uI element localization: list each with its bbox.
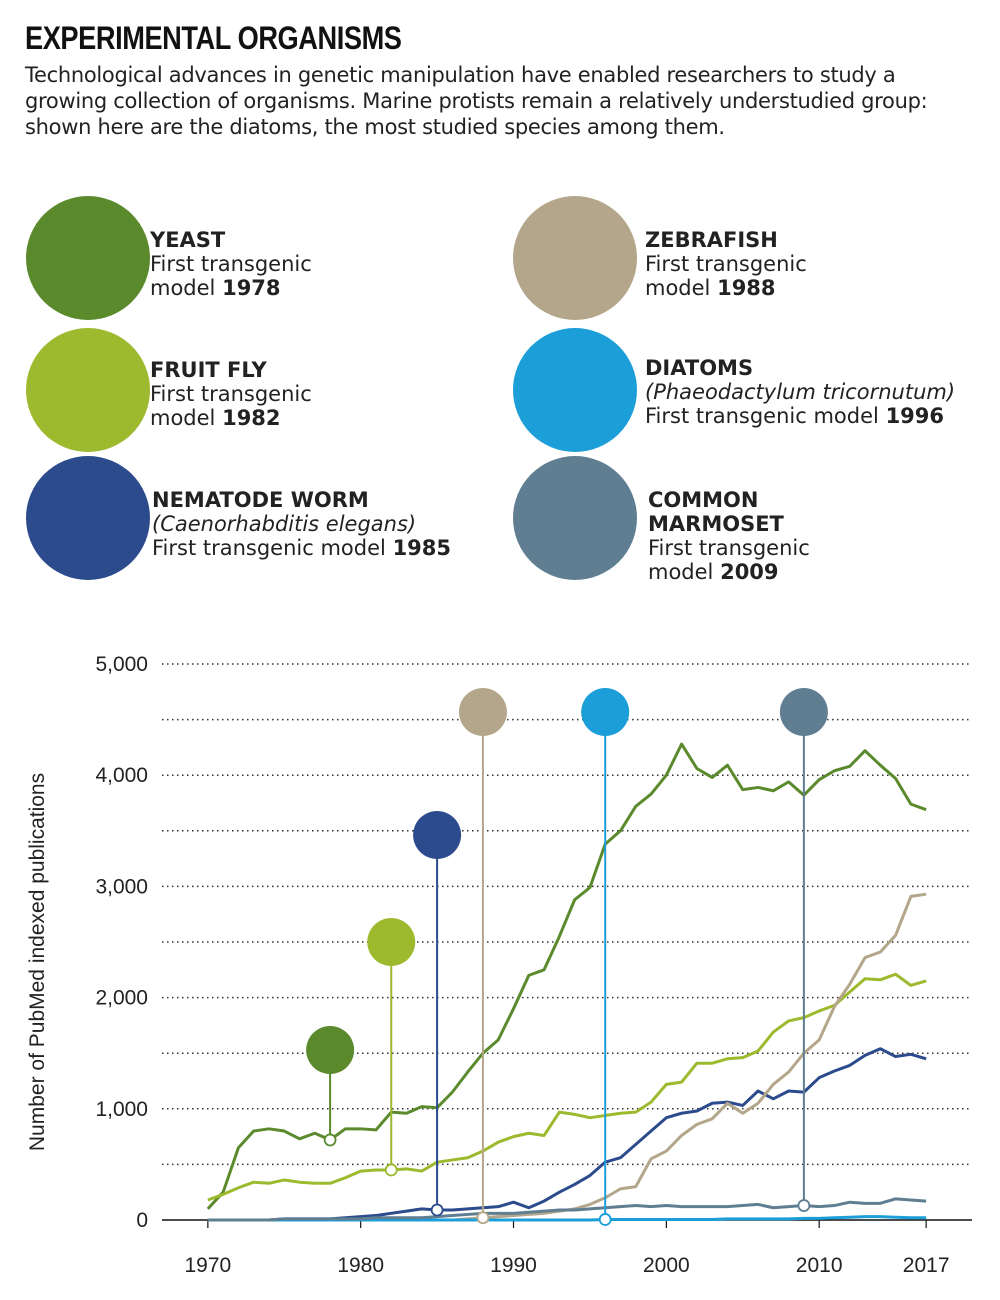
marker-icon <box>367 918 416 966</box>
marker-icon <box>581 688 630 736</box>
y-tick-label: 0 <box>136 1209 148 1232</box>
organism-name: ZEBRAFISH <box>645 228 778 252</box>
x-tick-label: 1980 <box>337 1254 384 1277</box>
y-axis-label: Number of PubMed indexed publications <box>26 773 49 1151</box>
marker-point <box>323 1133 337 1147</box>
first-transgenic: First transgenic model <box>150 252 312 300</box>
series-line <box>206 742 927 1210</box>
first-year: 1988 <box>717 276 776 300</box>
organism-entry: ZEBRAFISH First transgenic model 1988 <box>645 228 845 300</box>
organism-entry: NEMATODE WORM (Caenorhabditis elegans) Fir… <box>152 488 492 560</box>
first-year: 2009 <box>720 560 779 584</box>
first-transgenic: First transgenic model <box>645 252 807 300</box>
marker-point <box>384 1163 398 1177</box>
organism-icon <box>513 456 637 580</box>
page-title: EXPERIMENTAL ORGANISMS <box>25 20 402 56</box>
marker-point <box>598 1213 612 1226</box>
organism-name: DIATOMS <box>645 356 754 380</box>
x-tick-label: 1990 <box>490 1254 537 1277</box>
y-tick-label: 1,000 <box>95 1098 148 1121</box>
organism-species: (Caenorhabditis elegans) <box>152 512 417 536</box>
organism-species: (Phaeodactylum tricornutum) <box>645 380 956 404</box>
y-tick-label: 5,000 <box>95 653 148 676</box>
organism-icon <box>513 196 637 320</box>
organism-icon <box>26 196 150 320</box>
organism-name: NEMATODE WORM <box>152 488 369 512</box>
first-transgenic: First transgenic model <box>645 404 879 428</box>
organism-entry: YEAST First transgenic model 1978 <box>150 228 350 300</box>
organism-icon <box>26 456 150 580</box>
marker-icon <box>458 688 507 736</box>
first-transgenic: First transgenic model <box>152 536 386 560</box>
marker-icon <box>413 811 462 859</box>
marker-point <box>430 1203 444 1217</box>
x-tick-label: 1970 <box>184 1254 231 1277</box>
marker-point <box>797 1199 811 1212</box>
y-tick-label: 2,000 <box>95 987 148 1010</box>
organism-icon <box>26 328 150 452</box>
x-tick-label: 2000 <box>643 1254 690 1277</box>
y-tick-label: 4,000 <box>95 764 148 787</box>
organism-entry: DIATOMS (Phaeodactylum tricornutum) First … <box>645 356 985 428</box>
organism-name: YEAST <box>150 228 226 252</box>
organism-icon <box>513 328 637 452</box>
series-line <box>207 972 927 1202</box>
first-year: 1982 <box>222 406 281 430</box>
y-tick-label: 3,000 <box>95 875 148 898</box>
first-year: 1985 <box>392 536 452 560</box>
organism-name: FRUIT FLY <box>150 358 267 382</box>
first-transgenic: First transgenic model <box>150 382 312 430</box>
first-transgenic: First transgenic model <box>648 536 810 584</box>
organism-entry: FRUIT FLY First transgenic model 1982 <box>150 358 350 430</box>
marker-icon <box>779 688 828 736</box>
first-year: 1996 <box>885 404 945 428</box>
organism-entry: COMMON MARMOSET First transgenic model 20… <box>648 488 848 584</box>
marker-point <box>476 1211 490 1225</box>
organism-name: COMMON MARMOSET <box>648 488 784 536</box>
x-tick-label: 2010 <box>796 1254 843 1277</box>
series-line <box>207 1197 927 1222</box>
description: Technological advances in genetic manipu… <box>25 63 928 139</box>
marker-icon <box>306 1026 355 1074</box>
x-tick-label: 2017 <box>903 1254 950 1277</box>
first-year: 1978 <box>222 276 281 300</box>
